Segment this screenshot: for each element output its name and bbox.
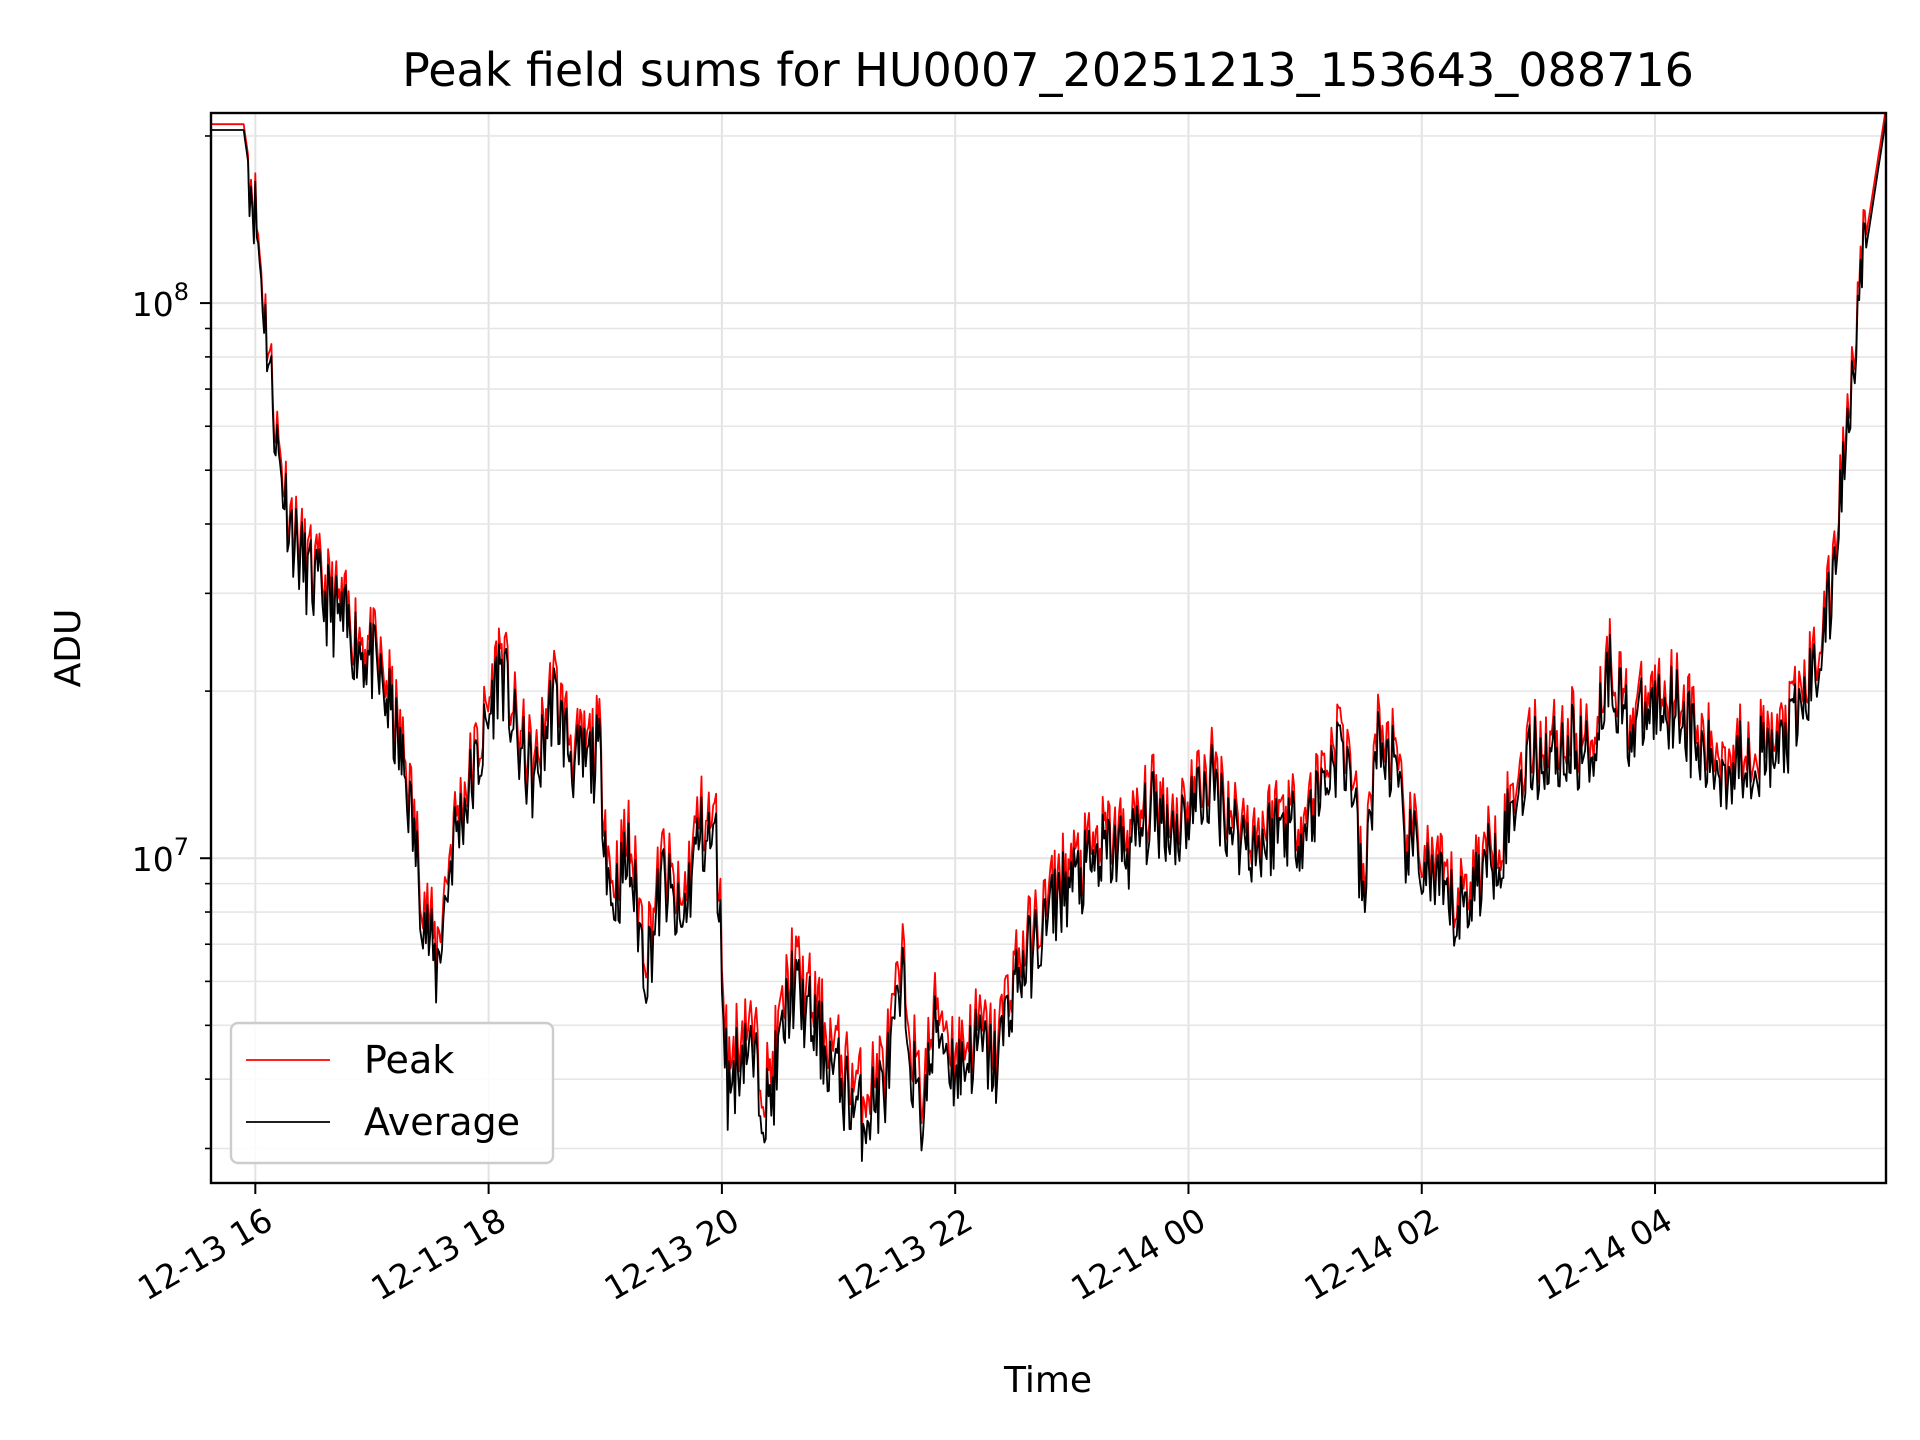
y-axis-label: ADU [48,609,89,688]
series-line-average [211,118,1886,1162]
plot-frame [209,111,1888,1185]
legend-box [229,1021,555,1165]
series-group [211,113,1886,1162]
chart-title: Peak field sums for HU0007_20251213_1536… [402,43,1694,97]
legend-label-peak: Peak [364,1038,454,1082]
y-tick-label: 107 [132,833,189,879]
legend-label-average: Average [364,1100,520,1144]
x-axis-label: Time [1003,1360,1092,1401]
legend: Peak Average [229,1021,555,1165]
y-tick-label: 108 [132,278,189,324]
